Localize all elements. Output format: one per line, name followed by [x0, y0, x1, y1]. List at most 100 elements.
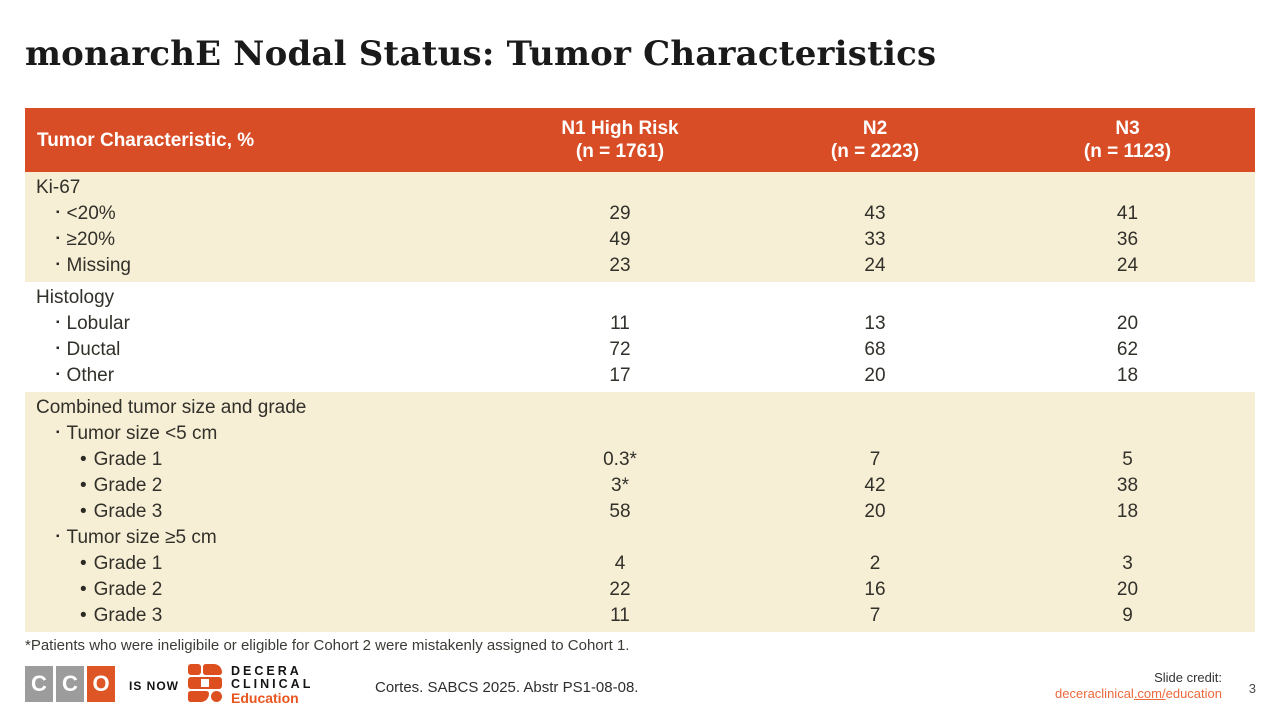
- decera-name-line1: DECERA: [231, 664, 302, 678]
- table-cell: [490, 175, 750, 201]
- decera-education-label: Education: [231, 690, 299, 706]
- table-cell: 23: [609, 255, 631, 276]
- decera-logo-icon: [188, 664, 222, 702]
- row-label-text: Grade 2: [93, 579, 163, 600]
- table-cell: [490, 421, 750, 447]
- table-cell: 20: [864, 365, 886, 386]
- row-label-text: Grade 1: [93, 449, 163, 470]
- header-col-n3-line2: (n = 1123): [1083, 141, 1172, 162]
- header-col-n1: N1 High Risk (n = 1761): [490, 117, 750, 163]
- row-label: ▪ Other: [25, 363, 490, 389]
- row-label-text: Grade 2: [93, 475, 163, 496]
- row-label-text: Lobular: [66, 313, 130, 334]
- table-row: Ki-67: [25, 175, 1255, 201]
- table-section: Combined tumor size and grade ▪ Tumor size…: [25, 392, 1255, 632]
- row-label: Ki-67: [25, 175, 490, 201]
- slide-credit-link-part2[interactable]: .com/: [1133, 686, 1166, 701]
- round-bullet-icon: •: [80, 501, 87, 522]
- table-row: • Grade 2 22 16 20: [25, 577, 1255, 603]
- header-col-n2: N2 (n = 2223): [750, 117, 1000, 163]
- table-cell: 38: [1116, 475, 1139, 496]
- table-cell: 7: [869, 449, 881, 470]
- table-row: • Grade 3 58 20 18: [25, 499, 1255, 525]
- table-cell: 16: [864, 579, 886, 600]
- row-label: • Grade 1: [25, 447, 490, 473]
- row-label-text: Grade 3: [93, 501, 163, 522]
- table-section: Histology ▪ Lobular 11 13 20 ▪ Ductal 72 68 62 ▪ Oth…: [25, 282, 1255, 392]
- square-bullet-icon: ▪: [56, 317, 60, 328]
- row-label: ▪ ≥20%: [25, 227, 490, 253]
- square-bullet-icon: ▪: [56, 427, 60, 438]
- row-label: ▪ <20%: [25, 201, 490, 227]
- round-bullet-icon: •: [80, 449, 87, 470]
- table-cell: 24: [1116, 255, 1139, 276]
- table-cell: [490, 285, 750, 311]
- table-cell: [750, 421, 1000, 447]
- header-col-n2-line1: N2: [862, 118, 888, 139]
- table-section: Ki-67 ▪ <20% 29 43 41 ▪ ≥20% 49 33 36 ▪ Missing 23 24 2…: [25, 172, 1255, 282]
- table-cell: 20: [864, 501, 886, 522]
- table-cell: 18: [1116, 365, 1139, 386]
- header-col-n2-line2: (n = 2223): [830, 141, 920, 162]
- table-row: Combined tumor size and grade: [25, 395, 1255, 421]
- table-cell: 33: [864, 229, 886, 250]
- table-row: ▪ Other 17 20 18: [25, 363, 1255, 389]
- square-bullet-icon: ▪: [56, 233, 60, 244]
- table-cell: [1000, 175, 1255, 201]
- slide-credit-link-part3[interactable]: education: [1165, 686, 1222, 701]
- table-cell: [750, 285, 1000, 311]
- row-label-text: Tumor size <5 cm: [66, 423, 218, 444]
- table-row: ▪ Tumor size ≥5 cm: [25, 525, 1255, 551]
- row-label-text: Missing: [66, 255, 131, 276]
- decera-wordmark: DECERA CLINICAL Education: [231, 665, 313, 706]
- header-col-n3: N3 (n = 1123): [1000, 117, 1255, 163]
- table-cell: 5: [1122, 449, 1133, 470]
- table-cell: 41: [1116, 203, 1139, 224]
- row-label-text: <20%: [66, 203, 116, 224]
- table-cell: 36: [1116, 229, 1139, 250]
- table-cell: 17: [609, 365, 631, 386]
- table-row: ▪ ≥20% 49 33 36: [25, 227, 1255, 253]
- slide-credit-link[interactable]: deceraclinical.com/education: [1055, 686, 1222, 702]
- row-label: • Grade 3: [25, 603, 490, 629]
- table-cell: 62: [1116, 339, 1139, 360]
- cco-logo-letter-c1: C: [25, 666, 53, 702]
- slide-credit-link-part1[interactable]: deceraclinical: [1055, 686, 1134, 701]
- table-cell: 68: [864, 339, 886, 360]
- table-cell: 0.3*: [603, 449, 637, 470]
- table-cell: 9: [1122, 605, 1133, 626]
- row-label-text: Ki-67: [36, 177, 81, 198]
- header-col-n1-line2: (n = 1761): [575, 141, 665, 162]
- header-col-characteristic: Tumor Characteristic, %: [37, 129, 255, 151]
- row-label: ▪ Lobular: [25, 311, 490, 337]
- table-cell: 58: [609, 501, 631, 522]
- table-row: Histology: [25, 285, 1255, 311]
- slide-credit: Slide credit: deceraclinical.com/educati…: [1055, 670, 1222, 702]
- table-cell: 2: [869, 553, 881, 574]
- table-cell: [1000, 421, 1255, 447]
- page-number: 3: [1248, 681, 1256, 696]
- table-row: • Grade 1 0.3* 7 5: [25, 447, 1255, 473]
- table-cell: 20: [1116, 313, 1139, 334]
- row-label: Histology: [25, 285, 490, 311]
- round-bullet-icon: •: [80, 553, 87, 574]
- row-label: ▪ Ductal: [25, 337, 490, 363]
- table-cell: 3: [1122, 553, 1133, 574]
- row-label: ▪ Tumor size <5 cm: [25, 421, 490, 447]
- tumor-characteristics-table: Tumor Characteristic, % N1 High Risk (n …: [25, 108, 1255, 632]
- cco-logo-letter-o: O: [87, 666, 115, 702]
- round-bullet-icon: •: [80, 475, 87, 496]
- table-cell: [1000, 285, 1255, 311]
- table-cell: 7: [869, 605, 881, 626]
- table-cell: 49: [609, 229, 631, 250]
- table-cell: [750, 175, 1000, 201]
- table-row: ▪ Missing 23 24 24: [25, 253, 1255, 279]
- table-cell: 3*: [611, 475, 629, 496]
- square-bullet-icon: ▪: [56, 259, 60, 270]
- row-label: • Grade 2: [25, 577, 490, 603]
- table-cell: 4: [614, 553, 626, 574]
- row-label-text: Combined tumor size and grade: [36, 397, 307, 418]
- round-bullet-icon: •: [80, 579, 87, 600]
- table-row: ▪ Lobular 11 13 20: [25, 311, 1255, 337]
- row-label-text: Ductal: [66, 339, 121, 360]
